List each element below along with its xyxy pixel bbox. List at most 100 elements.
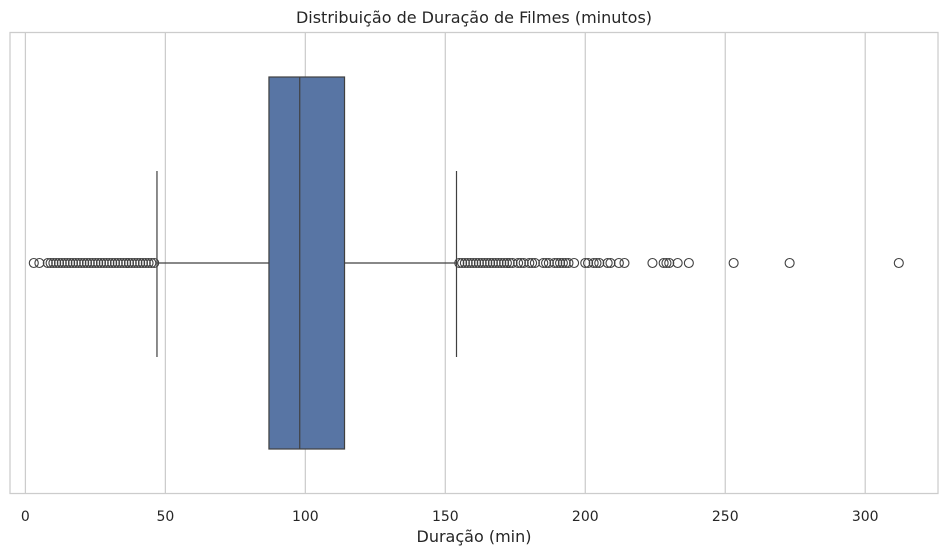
outlier-point [73,257,84,269]
outlier-point [118,257,129,269]
outlier-point [95,257,107,269]
outlier-point [65,257,76,269]
outlier-point [493,257,504,269]
outlier-point [126,257,137,269]
outlier-point [555,257,566,269]
outlier-point [569,257,580,269]
outlier-point [28,257,39,269]
outlier-point [90,257,101,269]
outlier-point [499,257,510,269]
outlier-point [84,257,95,269]
outlier-point [784,257,795,269]
outlier-point [557,257,568,269]
outlier-point [476,257,487,269]
outlier-point [42,257,53,269]
outlier-point [146,257,157,269]
outlier-point [893,257,904,269]
outlier-point [70,257,81,269]
outlier-point [594,257,605,269]
x-tick-label: 100 [292,509,319,525]
outlier-point [496,257,507,269]
outlier-point [552,257,563,269]
outlier-point [473,257,484,269]
outlier-point [112,257,123,269]
outlier-point [59,257,70,269]
x-tick-label: 150 [432,509,459,525]
outlier-point [672,257,683,269]
x-tick-label: 250 [712,509,739,525]
outlier-point [661,257,672,269]
outlier-point [487,257,498,269]
outlier-point [605,257,616,269]
outlier-point [465,257,476,269]
outlier-point [101,257,112,269]
outlier-point [121,257,132,269]
outlier-point [459,257,470,269]
outlier-point [515,257,526,269]
outlier-point [543,257,554,269]
outlier-point [56,257,67,269]
outlier-point [580,257,591,269]
outlier-point [53,257,65,269]
outlier-point [560,257,571,269]
outlier-point [107,257,118,269]
outlier-point [457,257,468,269]
x-tick-label: 200 [572,509,599,525]
outlier-point [529,257,540,269]
outlier-point [479,257,490,269]
outlier-point [104,257,115,269]
outlier-point [115,257,126,269]
outlier-point [613,257,624,269]
outlier-point [137,257,149,269]
outlier-point [490,257,501,269]
box-plot [156,76,458,450]
outlier-point [135,257,146,269]
outlier-point [149,257,160,269]
outlier-point [79,257,90,269]
outlier-point [129,257,140,269]
outlier-point [48,257,59,269]
outlier-point [462,257,473,269]
outlier-point [34,257,45,269]
outlier-point [619,257,630,269]
plot-frame [9,31,939,495]
outlier-point [109,257,121,269]
x-tick-label: 0 [21,509,30,525]
outlier-point [45,257,56,269]
outlier-point [501,257,512,269]
outlier-point [583,257,594,269]
outlier-point [471,257,482,269]
outlier-point [51,257,62,269]
outlier-point [76,257,87,269]
outlier-point [67,257,79,269]
outlier-point [538,257,549,269]
outlier-point [588,257,599,269]
outlier-point [527,257,538,269]
x-tick-label: 50 [156,509,174,525]
outlier-point [143,257,154,269]
outlier-point [591,257,602,269]
outlier-point [647,257,658,269]
outlier-point [132,257,143,269]
outlier-point [485,257,496,269]
outlier-point [482,257,493,269]
x-tick-label: 300 [852,509,879,525]
outlier-point [140,257,151,269]
outlier-point [468,257,479,269]
outlier-point [123,257,135,269]
outlier-point [549,257,560,269]
outlier-point [62,257,73,269]
outlier-points [28,257,904,269]
chart-title: Distribuição de Duração de Filmes (minut… [296,8,652,27]
outlier-point [504,257,515,269]
outlier-point [524,257,535,269]
outlier-point [541,257,552,269]
outlier-point [658,257,669,269]
outlier-point [602,257,613,269]
x-tick-labels: 0 50 100 150 200 250 300 [21,509,879,525]
outlier-point [664,257,675,269]
outlier-point [454,257,465,269]
x-axis-label: Duração (min) [417,527,532,546]
iqr-box [268,76,346,450]
